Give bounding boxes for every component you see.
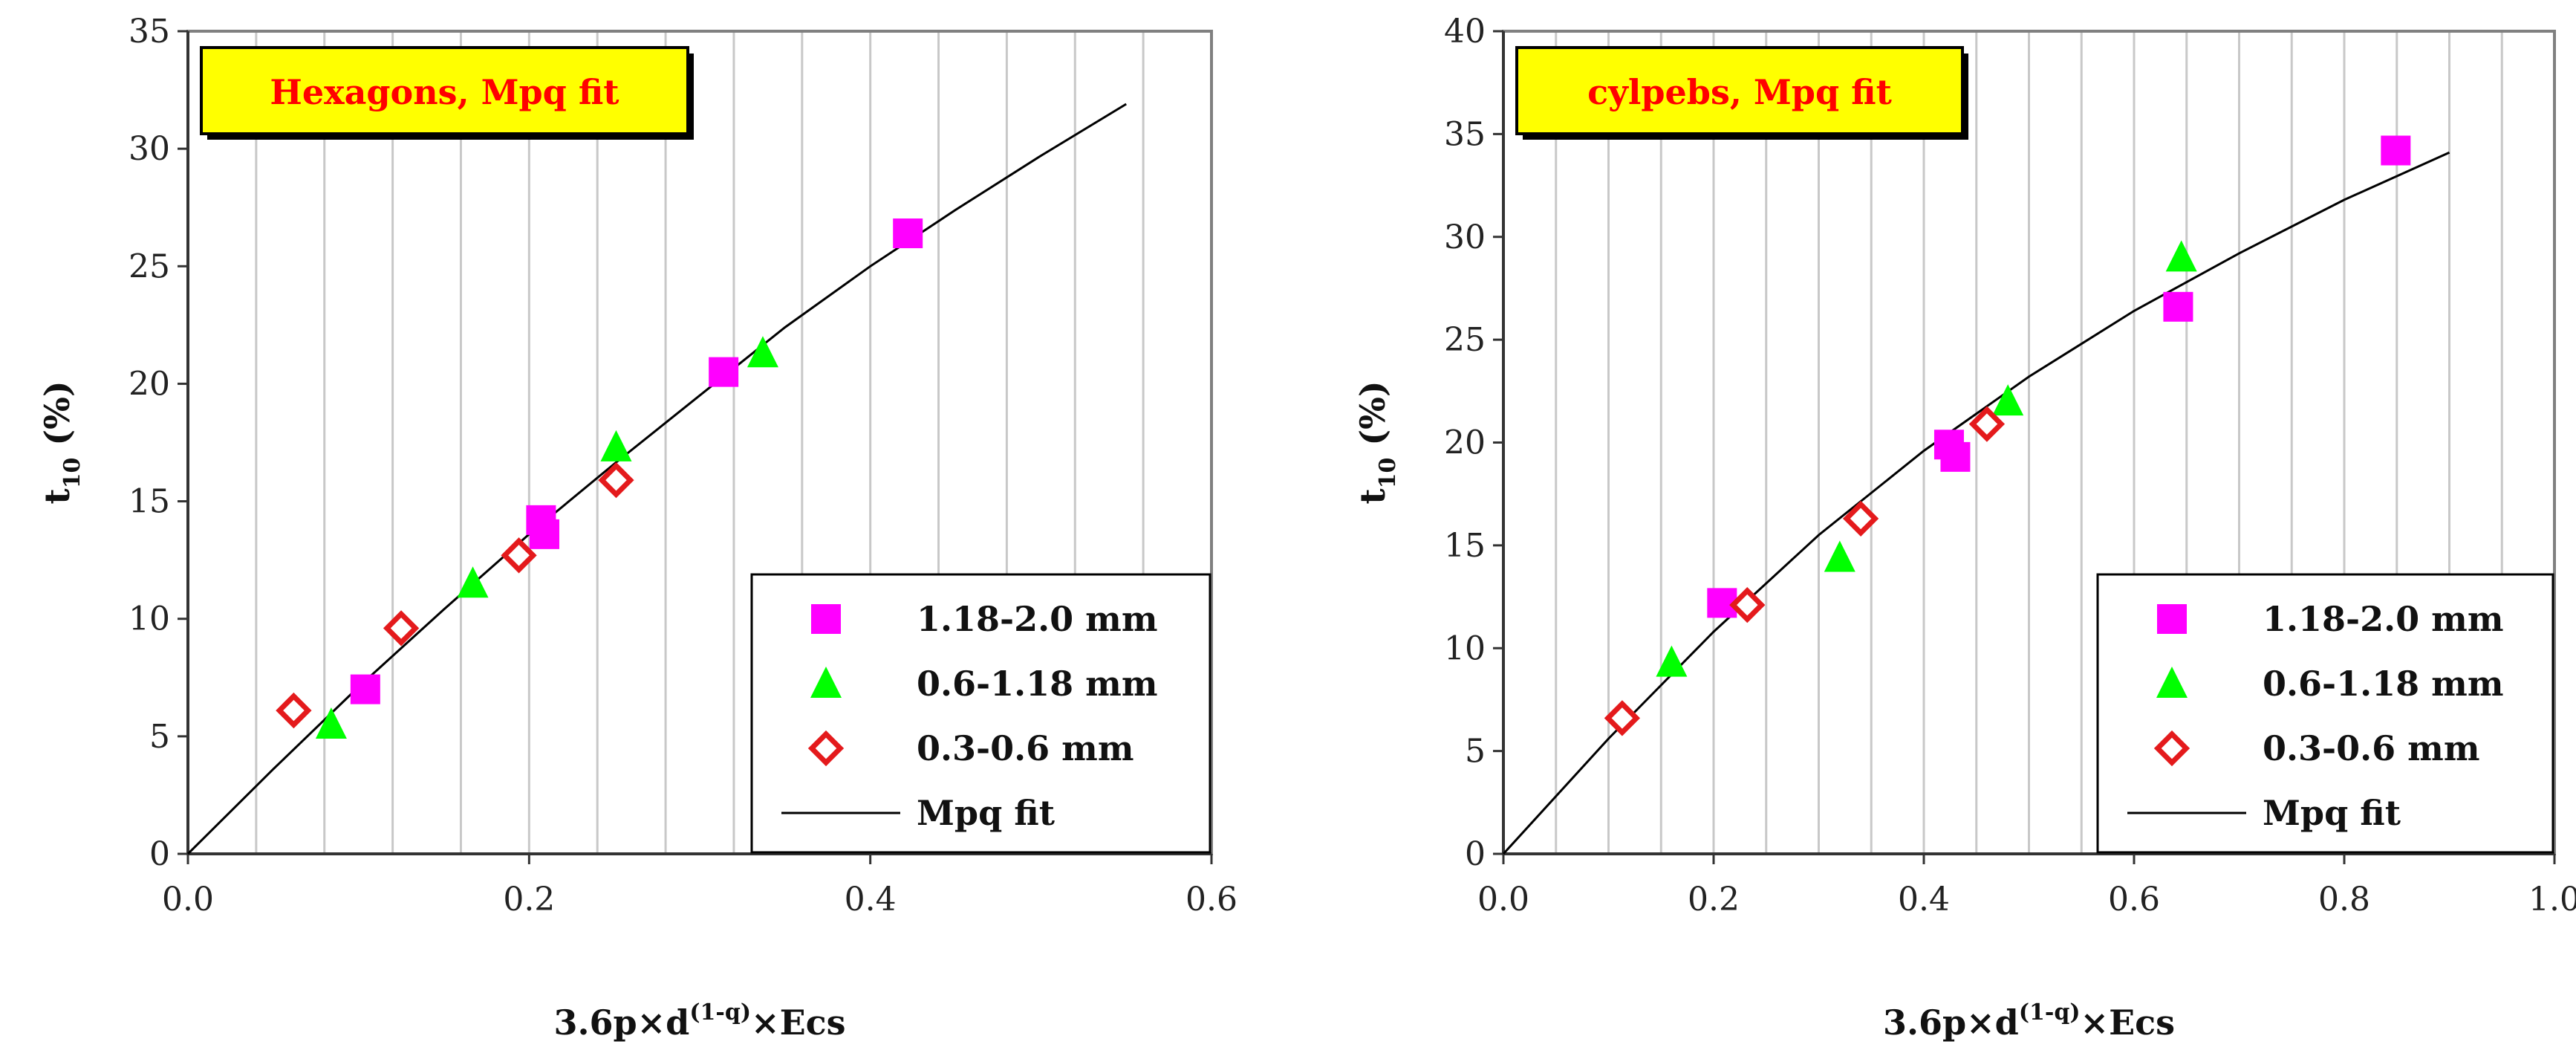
chart-title: cylpebs, Mpq fit xyxy=(1587,72,1892,112)
fit-line xyxy=(1502,151,2450,855)
marker-triangle xyxy=(2165,240,2197,272)
marker-square xyxy=(530,519,560,549)
legend-marker-triangle xyxy=(2156,667,2188,698)
legend-marker-diamond xyxy=(2153,730,2190,767)
legend-label: 0.6-1.18 mm xyxy=(2263,664,2504,704)
marker-square xyxy=(893,218,923,249)
y-axis-title-suffix: (%) xyxy=(1353,380,1393,457)
y-axis-title: t10 (%) xyxy=(37,380,85,504)
marker-triangle xyxy=(457,566,489,598)
y-tick-label: 5 xyxy=(1465,733,1486,771)
y-tick-label: 0 xyxy=(149,835,170,873)
x-tick-label: 0.6 xyxy=(2108,881,2160,918)
legend-label: 0.3-0.6 mm xyxy=(2263,728,2480,768)
marker-triangle xyxy=(1656,645,1688,677)
y-tick-label: 20 xyxy=(1444,424,1486,462)
marker-triangle xyxy=(747,336,778,368)
marker-triangle xyxy=(600,430,632,461)
x-tick-label: 0.8 xyxy=(2318,881,2370,918)
title-box xyxy=(1515,46,1964,135)
x-tick-label: 0.0 xyxy=(1477,881,1529,918)
legend-marker-square xyxy=(811,604,841,634)
y-tick-label: 30 xyxy=(129,130,170,168)
y-tick-label: 10 xyxy=(1444,629,1486,667)
legend-marker-square xyxy=(2157,604,2187,634)
y-tick-label: 30 xyxy=(1444,218,1486,256)
x-axis-title: 3.6p×d(1-q)×Ecs xyxy=(553,999,845,1043)
marker-diamond xyxy=(1604,700,1641,736)
x-axis-title-main: 3.6p×d xyxy=(553,1002,689,1043)
marker-square xyxy=(1940,441,1971,472)
y-axis-title-main: t xyxy=(1353,488,1393,505)
marker-triangle xyxy=(1824,540,1855,572)
x-tick-label: 0.4 xyxy=(1898,881,1950,918)
y-tick-label: 40 xyxy=(1444,13,1486,51)
x-tick-label: 0.2 xyxy=(1688,881,1740,918)
marker-square xyxy=(709,357,739,387)
marker-square xyxy=(350,674,380,704)
x-tick-label: 0.6 xyxy=(1185,881,1237,918)
legend-marker-diamond xyxy=(807,730,845,767)
y-tick-label: 5 xyxy=(149,718,170,756)
y-tick-label: 15 xyxy=(1444,527,1486,565)
marker-square xyxy=(2163,291,2193,322)
x-axis-title-exponent: (1-q) xyxy=(2019,999,2081,1026)
x-axis-title-suffix: ×Ecs xyxy=(2081,1002,2176,1043)
legend-label: 0.3-0.6 mm xyxy=(917,728,1134,768)
y-tick-label: 35 xyxy=(1444,115,1486,153)
x-tick-label: 0.4 xyxy=(845,881,897,918)
y-tick-label: 15 xyxy=(129,483,170,521)
y-tick-label: 35 xyxy=(129,13,170,51)
chart-2: 0 5 10 15 20 25 30 35 40 0.0 0.2 0.4 0.6 0.8 1.0 3.6p×d… xyxy=(1353,13,2576,1043)
x-axis-title: 3.6p×d(1-q)×Ecs xyxy=(1883,999,2175,1043)
marker-diamond xyxy=(276,692,312,729)
x-tick-label: 0.0 xyxy=(162,881,214,918)
marker-diamond xyxy=(1729,586,1766,623)
legend-label: 1.18-2.0 mm xyxy=(2263,599,2504,639)
title-box xyxy=(200,46,689,135)
x-axis-title-exponent: (1-q) xyxy=(689,999,751,1026)
marker-diamond xyxy=(501,537,537,574)
marker-diamond xyxy=(1968,406,2006,442)
y-axis-title: t10 (%) xyxy=(1353,380,1401,504)
marker-diamond xyxy=(1842,500,1879,537)
y-axis-title-main: t xyxy=(37,488,77,505)
y-tick-label: 20 xyxy=(129,365,170,403)
marker-diamond xyxy=(383,610,420,647)
y-tick-label: 25 xyxy=(1444,321,1486,359)
legend-label: Mpq fit xyxy=(2263,793,2401,833)
x-tick-label: 0.2 xyxy=(503,881,555,918)
marker-diamond xyxy=(598,461,634,499)
chart-title: Hexagons, Mpq fit xyxy=(270,72,619,112)
chart-1: 0 5 10 15 20 25 30 35 0.0 0.2 0.4 0.6 3.6p×d(1-q)×Ec… xyxy=(37,13,1237,1043)
x-axis-title-suffix: ×Ecs xyxy=(751,1002,846,1043)
marker-triangle xyxy=(1992,384,2024,416)
x-axis-title-main: 3.6p×d xyxy=(1883,1002,2019,1043)
legend-label: 0.6-1.18 mm xyxy=(917,664,1158,704)
marker-square xyxy=(2381,135,2411,166)
legend-label: Mpq fit xyxy=(917,793,1056,833)
y-axis-title-suffix: (%) xyxy=(37,380,77,457)
y-axis-title-subscript: 10 xyxy=(59,458,85,489)
y-tick-label: 10 xyxy=(129,600,170,638)
marker-triangle xyxy=(315,707,347,739)
legend-marker-triangle xyxy=(810,667,842,698)
x-tick-label: 1.0 xyxy=(2528,881,2576,918)
legend-label: 1.18-2.0 mm xyxy=(917,599,1158,639)
y-axis-title-subscript: 10 xyxy=(1375,458,1401,489)
y-tick-label: 0 xyxy=(1465,835,1486,873)
y-tick-label: 25 xyxy=(129,247,170,285)
fit-line xyxy=(186,103,1127,855)
